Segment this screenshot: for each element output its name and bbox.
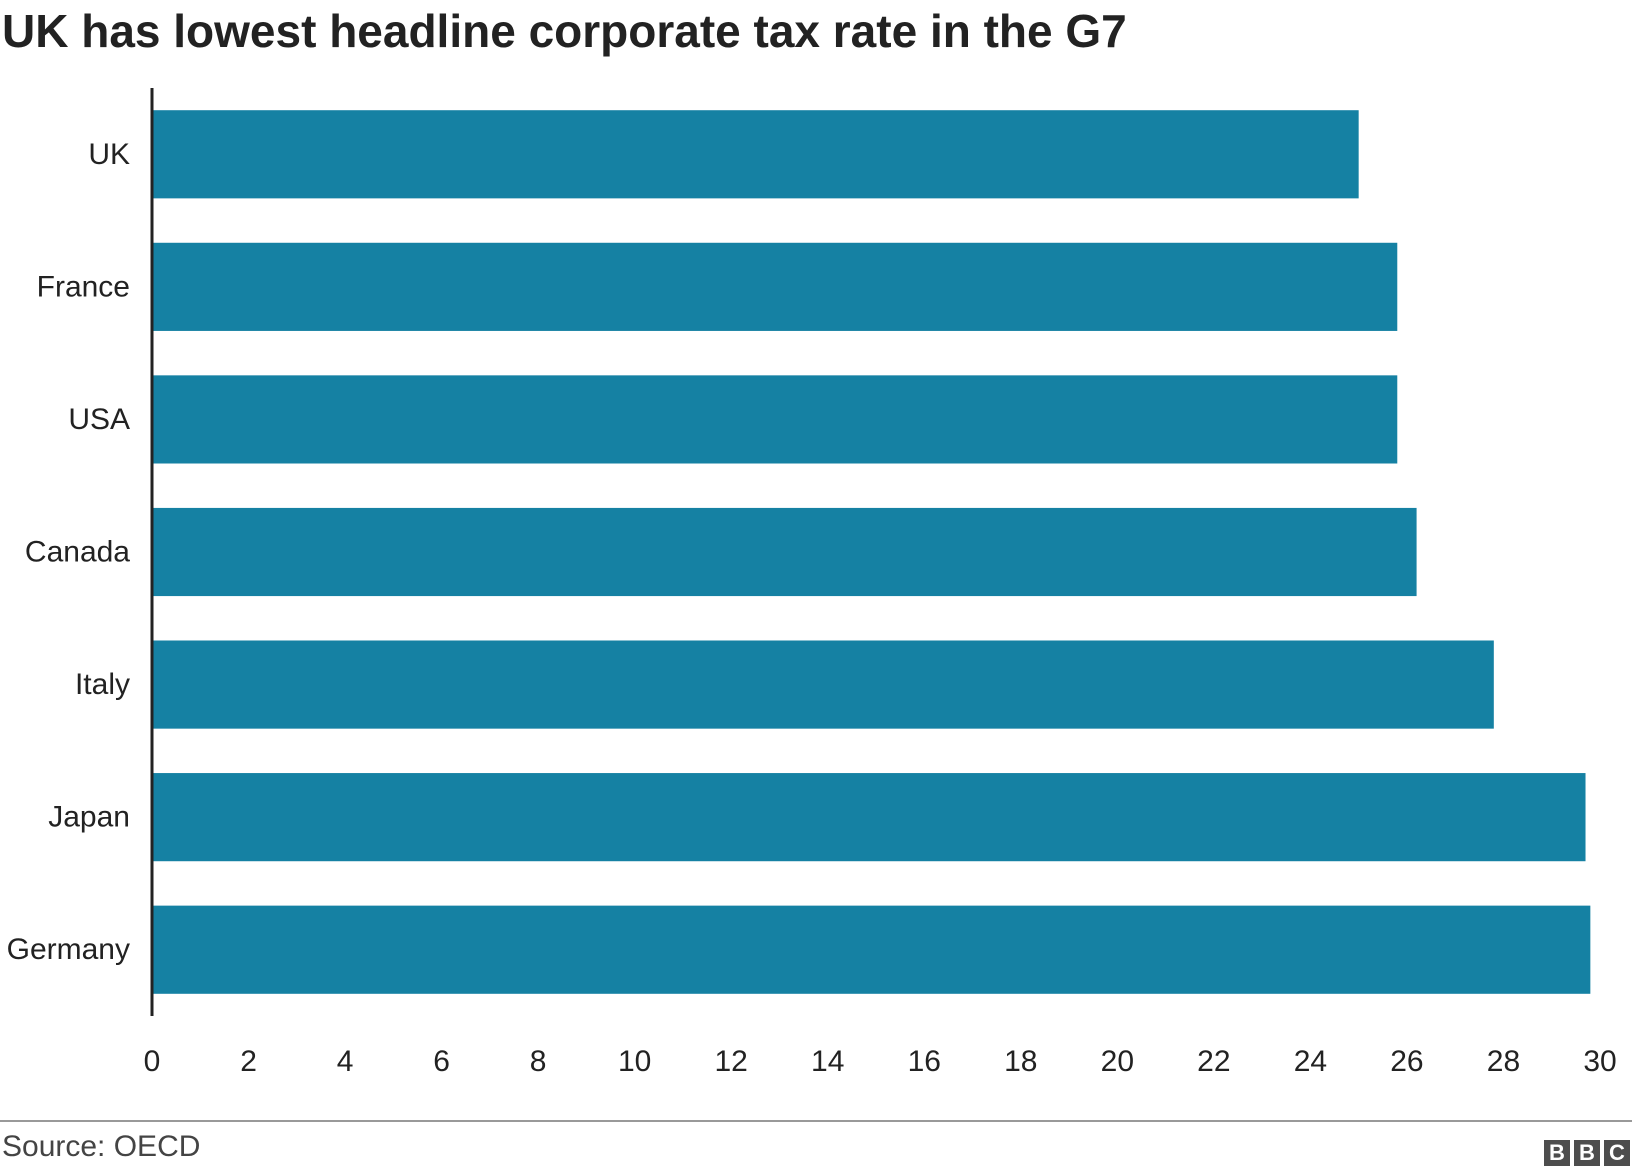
category-labels-group: UK France USA Canada Italy Japan Germany bbox=[7, 138, 131, 966]
x-tick-label: 26 bbox=[1390, 1045, 1423, 1078]
x-tick-label: 28 bbox=[1487, 1045, 1520, 1078]
source-note: Source: OECD bbox=[2, 1130, 201, 1163]
x-tick-label: 0 bbox=[144, 1045, 161, 1078]
bar-france bbox=[152, 242, 1398, 331]
x-tick-label: 22 bbox=[1197, 1045, 1230, 1078]
category-label: USA bbox=[68, 403, 130, 436]
bar-uk bbox=[152, 110, 1359, 199]
bar-canada bbox=[152, 507, 1417, 597]
x-tick-label: 16 bbox=[908, 1045, 941, 1078]
x-tick-label: 24 bbox=[1294, 1045, 1327, 1078]
x-tick-label: 14 bbox=[811, 1045, 844, 1078]
x-tick-label: 18 bbox=[1004, 1045, 1037, 1078]
logo-letter: B bbox=[1544, 1140, 1570, 1166]
category-label: Italy bbox=[75, 668, 130, 701]
chart-title: UK has lowest headline corporate tax rat… bbox=[2, 5, 1127, 57]
bars-group bbox=[152, 110, 1591, 994]
x-tick-label: 4 bbox=[337, 1045, 354, 1078]
logo-letter: B bbox=[1574, 1140, 1600, 1166]
category-label: Japan bbox=[48, 801, 130, 834]
x-tick-label: 30 bbox=[1583, 1045, 1616, 1078]
x-tick-label: 20 bbox=[1101, 1045, 1134, 1078]
category-label: Germany bbox=[7, 933, 130, 966]
category-label: UK bbox=[88, 138, 130, 171]
x-tick-label: 8 bbox=[530, 1045, 547, 1078]
category-label: France bbox=[37, 270, 130, 303]
x-tick-labels-group: 0 2 4 6 8 10 12 14 16 18 20 22 24 26 28 30 bbox=[144, 1045, 1617, 1078]
x-tick-label: 2 bbox=[240, 1045, 257, 1078]
category-label: Canada bbox=[25, 536, 130, 569]
bar-germany bbox=[152, 905, 1591, 994]
bar-usa bbox=[152, 375, 1398, 464]
x-tick-label: 6 bbox=[433, 1045, 450, 1078]
footer-divider bbox=[0, 1120, 1632, 1122]
bbc-logo: B B C bbox=[1544, 1140, 1630, 1166]
x-tick-label: 10 bbox=[618, 1045, 651, 1078]
x-tick-label: 12 bbox=[715, 1045, 748, 1078]
bar-japan bbox=[152, 773, 1586, 862]
logo-letter: C bbox=[1604, 1140, 1630, 1166]
bar-italy bbox=[152, 640, 1494, 729]
